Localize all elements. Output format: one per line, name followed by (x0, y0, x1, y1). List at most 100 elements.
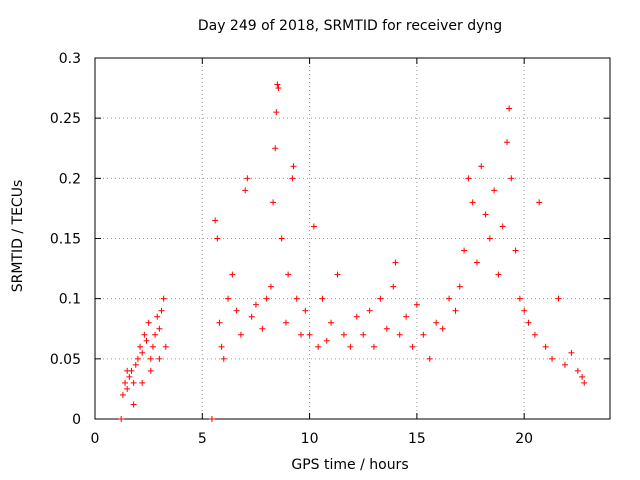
data-point (542, 343, 549, 350)
data-point (134, 355, 141, 362)
data-point (147, 367, 154, 374)
data-point (456, 283, 463, 290)
data-point (549, 355, 556, 362)
data-point (208, 416, 215, 422)
data-point (353, 313, 360, 320)
data-point (383, 325, 390, 332)
data-point (119, 391, 126, 398)
data-point (139, 349, 146, 356)
data-point (118, 416, 125, 422)
data-point (531, 331, 538, 338)
data-point (366, 307, 373, 314)
data-point (473, 259, 480, 266)
data-point (154, 313, 161, 320)
x-tick-label: 15 (408, 431, 426, 447)
data-point (162, 343, 169, 350)
data-point (370, 343, 377, 350)
data-point (396, 331, 403, 338)
data-point (495, 271, 502, 278)
data-point (512, 247, 519, 254)
data-point (486, 235, 493, 242)
data-point (242, 187, 249, 194)
data-point (579, 373, 586, 380)
data-point (139, 379, 146, 386)
data-point (561, 361, 568, 368)
data-point (516, 295, 523, 302)
data-point (360, 331, 367, 338)
data-point (310, 223, 317, 230)
data-point (504, 139, 510, 146)
chart-title: Day 249 of 2018, SRMTID for receiver dyn… (197, 18, 503, 34)
data-point (225, 295, 232, 302)
data-point (302, 307, 309, 314)
data-point (413, 301, 420, 308)
plot-frame (94, 57, 611, 420)
data-point (122, 379, 129, 386)
data-point (306, 331, 313, 338)
data-point (145, 319, 152, 326)
data-point (130, 401, 137, 408)
data-point (482, 211, 489, 218)
data-point (506, 105, 513, 112)
data-point (220, 355, 227, 362)
data-point (272, 145, 279, 152)
data-point (465, 175, 472, 182)
data-point (377, 295, 384, 302)
data-point (315, 343, 322, 350)
data-point (216, 319, 223, 326)
y-axis-label: SRMTID / TECUs (10, 179, 26, 293)
data-point (491, 187, 498, 194)
data-point (229, 271, 236, 278)
data-point (282, 319, 289, 326)
y-tick-label: 0 (72, 412, 81, 428)
data-point (347, 343, 354, 350)
data-point (409, 343, 416, 350)
data-point (132, 361, 139, 368)
data-point (420, 331, 427, 338)
data-point (521, 307, 528, 314)
data-point (536, 199, 543, 206)
data-point (581, 379, 588, 386)
data-point (152, 331, 159, 338)
data-point (298, 331, 304, 338)
data-point (340, 331, 347, 338)
grid-lines (95, 58, 610, 419)
x-tick-label: 0 (91, 431, 100, 447)
y-tick-label: 0.15 (50, 232, 81, 248)
data-point (273, 109, 280, 116)
x-tick-label: 5 (198, 431, 207, 447)
data-point (156, 325, 163, 332)
data-point (433, 319, 440, 326)
data-point (126, 373, 133, 380)
data-point (141, 331, 148, 338)
data-points (118, 81, 588, 422)
data-point (285, 271, 292, 278)
data-point (233, 307, 240, 314)
axes: 0 5 10 15 20 0 0.05 0.1 0.15 0.2 0.25 0.3 (50, 51, 611, 447)
data-point (244, 175, 251, 182)
x-axis-label: GPS time / hours (291, 457, 409, 473)
data-point (403, 313, 410, 320)
data-point (289, 175, 296, 182)
data-point (248, 313, 255, 320)
data-point (158, 307, 165, 314)
data-point (574, 367, 581, 374)
data-point (137, 343, 144, 350)
data-point (461, 247, 468, 254)
data-point (156, 355, 163, 362)
data-point (319, 295, 326, 302)
data-point (275, 85, 282, 92)
y-tick-label: 0.05 (50, 352, 81, 368)
data-point (392, 259, 399, 266)
data-point (568, 349, 575, 356)
data-point (252, 301, 259, 308)
data-point (323, 337, 330, 344)
data-point (278, 235, 285, 242)
data-point (290, 163, 297, 170)
data-point (218, 343, 225, 350)
data-point (334, 271, 341, 278)
x-tick-label: 10 (301, 431, 319, 447)
data-point (130, 379, 137, 386)
y-tick-label: 0.3 (59, 51, 81, 67)
